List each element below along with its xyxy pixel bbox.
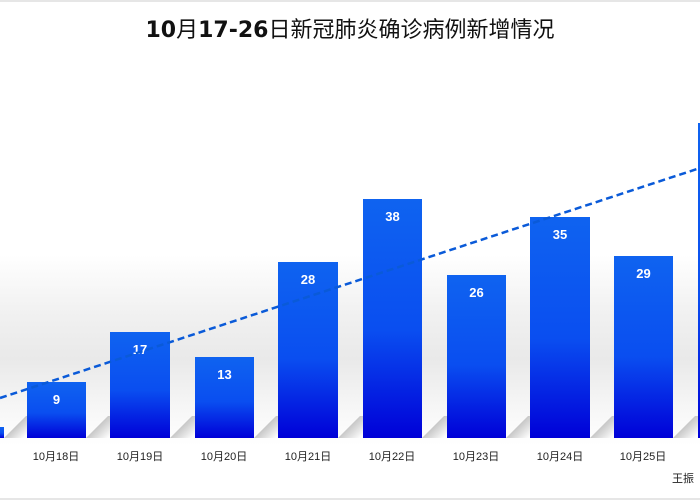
bar-oct26 [698,123,700,438]
title-text: 月 [176,18,199,43]
source-credit: 王振 [672,472,694,485]
title-number: 17-26 [198,18,269,43]
bar-value-label: 29 [636,266,651,281]
bar-value-label: 35 [552,227,568,242]
bar-value-label: 26 [469,285,484,300]
bar-value-label: 9 [52,392,61,407]
bar-oct24: 35 [530,217,590,438]
bar-oct23: 26 [447,275,506,438]
x-axis-label: 10月24日 [536,451,584,463]
bar-oct18: 9 [27,382,86,438]
bar-oct20: 13 [195,357,254,438]
bar-value-label: 13 [217,367,232,382]
x-axis-label: 10月20日 [200,451,248,463]
chart-title: 10月17-26日新冠肺炎确诊病例新增情况 [0,12,700,44]
title-number: 10 [145,18,177,43]
bottom-border [0,498,700,500]
bar-oct25: 29 [614,256,673,438]
x-axis-label: 10月18日 [32,451,80,463]
x-axis-label: 10月25日 [619,451,667,463]
bar-oct17 [0,427,4,438]
x-axis-label: 10月19日 [116,451,164,463]
bar-value-label: 28 [300,272,316,287]
x-axis-label: 10月23日 [452,451,500,463]
x-axis-label: 10月22日 [368,451,416,463]
title-text: 日新冠肺炎确诊病例新增情况 [268,18,555,43]
top-border [0,0,700,2]
bar-oct22: 38 [363,199,422,438]
x-axis-label: 10月21日 [284,451,332,463]
bar-value-label: 38 [385,209,400,224]
